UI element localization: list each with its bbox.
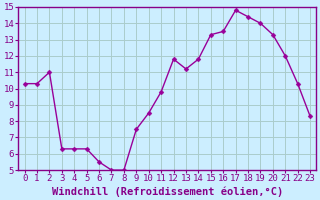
X-axis label: Windchill (Refroidissement éolien,°C): Windchill (Refroidissement éolien,°C) bbox=[52, 186, 283, 197]
